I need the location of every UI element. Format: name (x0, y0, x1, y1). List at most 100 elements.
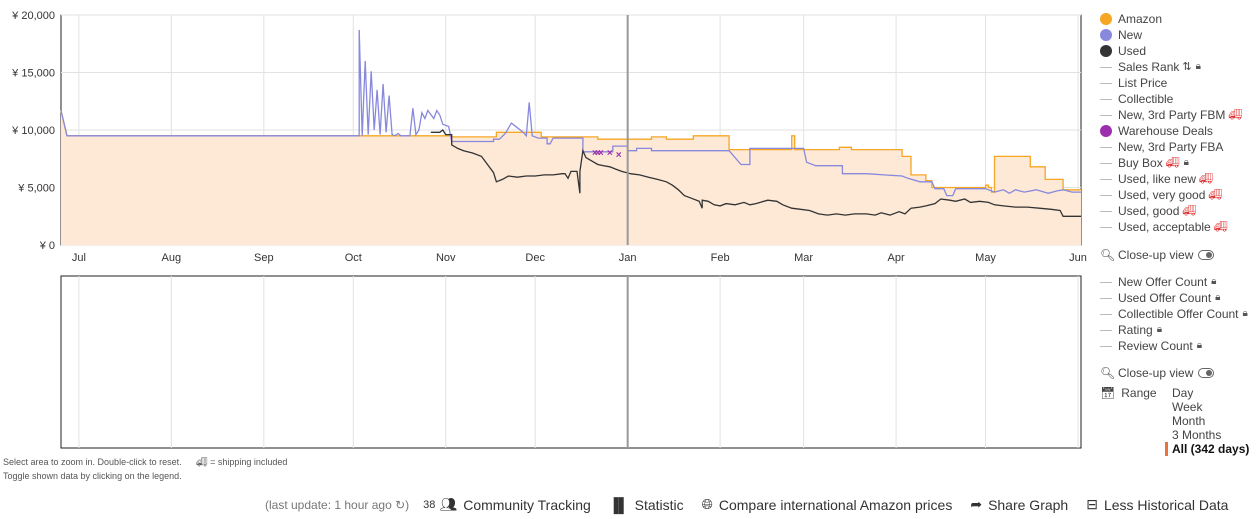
legend-line-icon (1100, 114, 1112, 116)
truck-icon: 🚚︎ (1208, 189, 1223, 201)
warehouse-deal-mark: × (595, 148, 601, 159)
y-tick-label: ¥ 0 (39, 240, 55, 252)
truck-icon: 🚚︎ (196, 457, 208, 467)
lock-icon: 🔒︎ (1183, 157, 1189, 168)
legend-item[interactable]: Buy Box 🚚︎ 🔒︎ (1100, 155, 1242, 171)
legend-line-icon (1100, 146, 1112, 148)
legend-line-icon (1100, 162, 1112, 164)
legend-item[interactable]: Collectible (1100, 91, 1242, 107)
legend-item[interactable]: New, 3rd Party FBA (1100, 139, 1242, 155)
toggle-icon[interactable] (1198, 250, 1215, 260)
legend-item[interactable]: Used, very good 🚚︎ (1100, 187, 1242, 203)
hint-line-2: Toggle shown data by clicking on the leg… (3, 471, 182, 481)
legend-line-icon (1100, 345, 1112, 347)
legend-item[interactable]: List Price (1100, 75, 1242, 91)
point-layer: ××× × × (592, 148, 622, 161)
less-history-link[interactable]: ⊟ Less Historical Data (1086, 496, 1229, 513)
legend-line-icon (1100, 210, 1112, 212)
legend-item[interactable]: Sales Rank ⇅ 🔒︎ (1100, 59, 1242, 75)
share-icon: ➦ (970, 496, 983, 512)
x-tick-label: Jul (72, 252, 86, 264)
legend-item[interactable]: Used Offer Count 🔒︎ (1100, 290, 1248, 306)
lock-icon: 🔒︎ (1215, 292, 1221, 303)
legend-item[interactable]: New Offer Count 🔒︎ (1100, 274, 1248, 290)
legend-item[interactable]: New, 3rd Party FBM 🚚︎ (1100, 107, 1242, 123)
axis-layer: ¥ 0 ¥ 5,000 ¥ 10,000 ¥ 15,000 ¥ 20,000 Jul Aug… (11, 10, 1087, 264)
range-option[interactable]: Day (1172, 386, 1194, 400)
lock-icon: 🔒︎ (1196, 340, 1203, 351)
legend-dot-icon (1100, 45, 1112, 57)
refresh-icon: ↻ (395, 497, 406, 512)
hint-line-1: Select area to zoom in. Double-click to … (3, 457, 288, 467)
range-option[interactable]: Week (1172, 400, 1203, 414)
truck-icon: 🚚︎ (1213, 221, 1228, 233)
minus-square-icon: ⊟ (1086, 496, 1098, 512)
truck-icon: 🚚︎ (1199, 173, 1214, 185)
lower-plot-frame (60, 275, 1082, 449)
bar-chart-icon: ▐▌ (608, 496, 629, 513)
compare-prices-link[interactable]: 🌐︎ Compare international Amazon prices (701, 496, 953, 513)
y-tick-label: ¥ 15,000 (11, 68, 55, 80)
warehouse-deal-mark: × (607, 148, 613, 159)
truck-icon: 🚚︎ (1165, 157, 1180, 169)
legend-item[interactable]: Review Count 🔒︎ (1100, 338, 1248, 354)
warehouse-deal-mark: × (598, 148, 604, 159)
bottom-grid (60, 275, 1082, 449)
legend-item[interactable]: Amazon (1100, 11, 1242, 27)
legend-line-icon (1100, 98, 1112, 100)
legend-line-icon (1100, 194, 1112, 196)
legend-item[interactable]: Used (1100, 43, 1242, 59)
lock-icon: 🔒︎ (1195, 61, 1201, 72)
range-option[interactable]: 3 Months (1172, 428, 1222, 442)
truck-icon: 🚚︎ (1182, 205, 1197, 217)
legend-2: New Offer Count 🔒︎ Used Offer Count 🔒︎ Colle… (1100, 274, 1248, 354)
x-tick-label: Aug (162, 252, 182, 264)
footer-toolbar: (last update: 1 hour ago ↻) 38 👥︎ Communit… (265, 496, 1246, 513)
closeup-toggle-2[interactable]: 🔍︎ Close-up view (1100, 365, 1215, 381)
x-tick-label: Dec (525, 252, 545, 264)
x-tick-label: Nov (436, 252, 456, 264)
legend-item[interactable]: Used, like new 🚚︎ (1100, 171, 1242, 187)
legend-item[interactable]: Warehouse Deals (1100, 123, 1242, 139)
closeup-toggle-1[interactable]: 🔍︎ Close-up view (1100, 247, 1215, 263)
legend-item[interactable]: Used, acceptable 🚚︎ (1100, 219, 1242, 235)
users-icon: 👥︎ (439, 496, 458, 512)
x-tick-label: May (975, 252, 996, 264)
range-selector: 📅︎ Range Day Week Month 3 Months All (342 day… (1100, 386, 1249, 456)
y-tick-label: ¥ 20,000 (11, 10, 55, 22)
share-graph-link[interactable]: ➦ Share Graph (970, 496, 1069, 513)
warehouse-deal-mark: × (616, 150, 622, 161)
x-tick-label: Apr (888, 252, 905, 264)
lock-icon: 🔒︎ (1242, 308, 1248, 319)
statistic-link[interactable]: ▐▌ Statistic (608, 496, 684, 513)
x-tick-label: Sep (254, 252, 274, 264)
search-icon: 🔍︎ (1100, 248, 1116, 262)
line-layer (60, 29, 1081, 217)
range-option[interactable]: Month (1172, 414, 1206, 428)
range-option[interactable]: All (342 days) (1165, 442, 1257, 456)
legend-dot-icon (1100, 13, 1112, 25)
legend-item[interactable]: Rating 🔒︎ (1100, 322, 1248, 338)
legend-item[interactable]: New (1100, 27, 1242, 43)
last-update: (last update: 1 hour ago ↻) (265, 497, 410, 512)
legend-item[interactable]: Collectible Offer Count 🔒︎ (1100, 306, 1248, 322)
legend-line-icon (1100, 178, 1112, 180)
toggle-icon[interactable] (1198, 368, 1215, 378)
community-tracking-link[interactable]: 38 👥︎ Community Tracking (423, 496, 591, 513)
lock-icon: 🔒︎ (1211, 276, 1217, 287)
x-tick-label: Mar (794, 252, 813, 264)
calendar-icon: 📅︎ (1100, 386, 1116, 400)
range-options: Day Week Month 3 Months All (342 days) (1165, 386, 1257, 456)
series-line (60, 29, 1081, 197)
area-layer (61, 110, 1081, 245)
x-tick-label: Feb (711, 252, 730, 264)
legend-item[interactable]: Used, good 🚚︎ (1100, 203, 1242, 219)
legend-dot-icon (1100, 125, 1112, 137)
x-tick-label: Jun (1069, 252, 1087, 264)
lock-icon: 🔒︎ (1156, 324, 1163, 335)
legend-line-icon (1100, 66, 1112, 68)
search-icon: 🔍︎ (1100, 366, 1116, 380)
truck-icon: 🚚︎ (1228, 109, 1243, 121)
legend-line-icon (1100, 281, 1112, 283)
